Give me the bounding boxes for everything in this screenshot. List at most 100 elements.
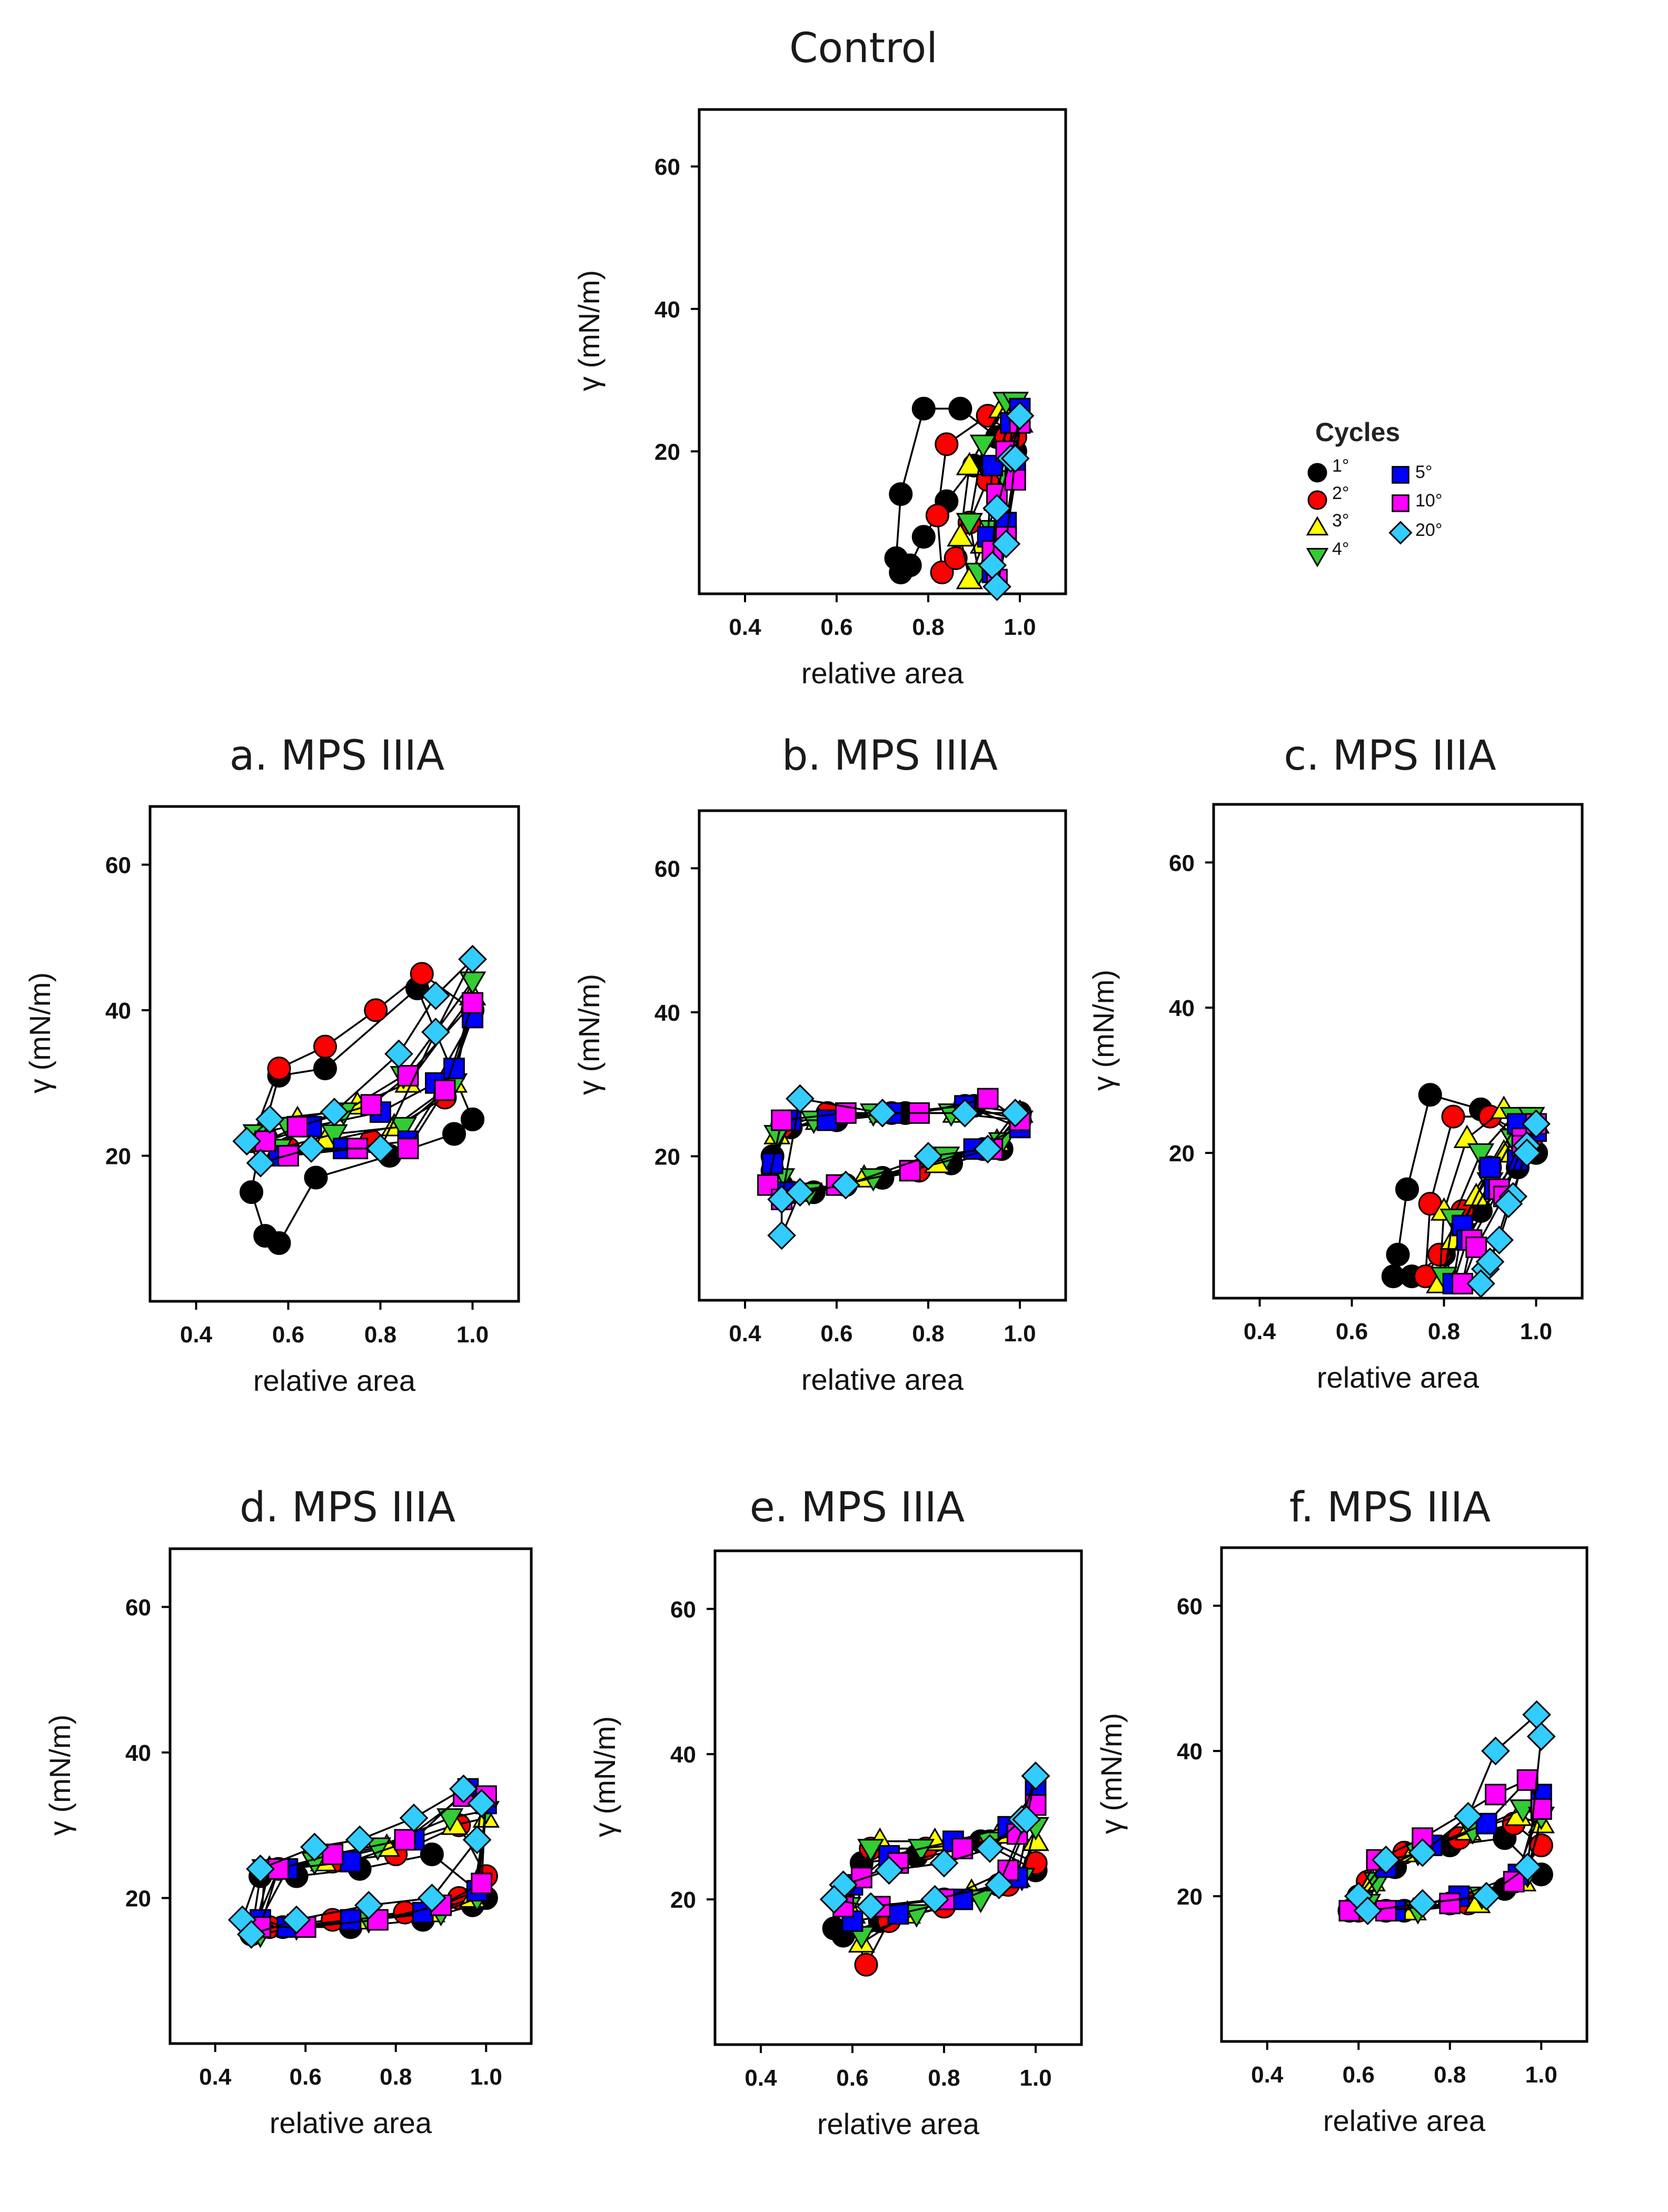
data-point: [899, 1160, 921, 1182]
x-axis-label: relative area: [270, 2106, 432, 2139]
data-point: [973, 1134, 1002, 1164]
data-point: [1418, 1083, 1442, 1107]
data-point: [286, 1115, 309, 1138]
panel-title: f. MPS IIIA: [1289, 1484, 1491, 1531]
data-point: [967, 1889, 995, 1914]
data-point: [1386, 1242, 1410, 1267]
y-tick-label: 60: [654, 856, 680, 882]
data-point: [300, 1832, 329, 1862]
plot-frame: [148, 805, 520, 1303]
y-axis-label: γ (mN/m): [588, 1716, 621, 1837]
data-point: [449, 1774, 478, 1804]
data-point: [1512, 1138, 1542, 1168]
data-point: [944, 546, 968, 570]
x-tick-label: 0.8: [1434, 2062, 1466, 2088]
data-point: [1526, 1722, 1556, 1751]
data-point: [458, 944, 487, 974]
panel-b: b. MPS IIIA 0.4 0.6 0.8 1.0 20 40 60 relative ar…: [572, 732, 1067, 1396]
x-tick-label: 0.6: [1343, 2062, 1375, 2088]
data-point: [345, 1825, 374, 1855]
y-axis-label: γ (mN/m): [43, 1715, 76, 1836]
data-point: [1000, 444, 1030, 473]
series-20-cycle: [1344, 1700, 1556, 1926]
x-tick-label: 0.6: [820, 1321, 852, 1347]
data-point: [911, 525, 936, 549]
y-axis-label: γ (mN/m): [1087, 970, 1120, 1091]
data-point: [1453, 1124, 1481, 1148]
y-tick-label: 20: [1177, 1884, 1203, 1910]
data-point: [975, 1834, 1005, 1863]
x-tick-label: 0.6: [290, 2064, 322, 2090]
data-point: [854, 1952, 878, 1977]
data-point: [399, 1804, 429, 1832]
data-point: [267, 1231, 291, 1255]
data-point: [1485, 1225, 1514, 1254]
legend-label: 3°: [1332, 511, 1349, 531]
legend-marker: [1307, 490, 1327, 510]
data-point: [1481, 1736, 1510, 1766]
data-point: [1516, 1769, 1538, 1791]
data-point: [771, 1109, 792, 1131]
series-20-cycle: [978, 401, 1035, 601]
data-point: [462, 992, 483, 1014]
data-point: [304, 1165, 328, 1190]
series-line: [264, 1002, 474, 1157]
panel-c: c. MPS IIIA 0.4 0.6 0.8 1.0 20 40 60 relative ar…: [1087, 732, 1584, 1394]
x-tick-label: 0.4: [180, 1322, 213, 1348]
panel-control: Control 0.4 0.6 0.8 1.0 20 40 60 relative area γ …: [572, 25, 1067, 690]
y-tick-label: 40: [670, 1742, 696, 1768]
x-tick-label: 0.4: [729, 1321, 761, 1347]
x-tick-label: 0.8: [380, 2064, 412, 2090]
data-point: [1408, 1838, 1437, 1867]
plot-frame: [713, 1549, 1083, 2046]
legend-marker: [1388, 521, 1413, 545]
y-tick-label: 20: [654, 1144, 680, 1170]
data-point: [1371, 1845, 1401, 1875]
data-point: [1475, 1247, 1505, 1277]
y-axis-label: γ (mN/m): [572, 974, 605, 1095]
y-tick-label: 60: [105, 853, 131, 879]
legend-marker: [1306, 547, 1329, 567]
x-tick-label: 0.4: [744, 2065, 777, 2091]
data-point: [819, 1885, 849, 1914]
panel-title: d. MPS IIIA: [240, 1484, 455, 1531]
legend-label: 10°: [1415, 491, 1442, 511]
data-point: [929, 1848, 959, 1878]
y-tick-label: 20: [105, 1144, 131, 1170]
plot-frame: [698, 809, 1067, 1302]
y-tick-label: 40: [1169, 995, 1195, 1021]
data-point: [911, 396, 936, 421]
legend-label: 4°: [1332, 539, 1349, 559]
y-tick-label: 40: [105, 998, 131, 1024]
data-point: [1466, 1269, 1495, 1298]
x-axis-label: relative area: [1317, 1361, 1480, 1394]
x-tick-label: 0.6: [1336, 1319, 1368, 1344]
data-point: [1479, 1157, 1501, 1179]
data-point: [935, 432, 959, 456]
y-tick-label: 20: [125, 1886, 151, 1912]
panel-title: e. MPS IIIA: [750, 1484, 965, 1531]
data-point: [950, 1099, 979, 1128]
data-point: [1485, 1783, 1506, 1806]
panel-title: Control: [789, 25, 938, 72]
data-point: [985, 1870, 1014, 1899]
y-tick-label: 40: [125, 1740, 151, 1766]
x-axis-label: relative area: [253, 1364, 416, 1397]
data-point: [1441, 1104, 1465, 1129]
data-point: [237, 1920, 266, 1949]
data-point: [887, 1903, 909, 1925]
x-tick-label: 1.0: [456, 1322, 489, 1348]
data-point: [920, 1885, 949, 1914]
x-tick-label: 1.0: [1004, 1321, 1036, 1347]
plot-frame: [1212, 803, 1584, 1300]
data-point: [394, 1829, 416, 1851]
x-axis-label: relative area: [1323, 2104, 1486, 2137]
data-point: [354, 1891, 383, 1920]
panel-title: a. MPS IIIA: [230, 732, 444, 780]
data-point: [320, 1098, 349, 1127]
panel-e: e. MPS IIIA 0.4 0.6 0.8 1.0 20 40 60 relative ar…: [588, 1484, 1083, 2140]
data-point: [817, 1109, 838, 1131]
x-tick-label: 0.8: [912, 1321, 944, 1347]
data-point: [436, 1808, 464, 1832]
data-point: [914, 1142, 943, 1171]
